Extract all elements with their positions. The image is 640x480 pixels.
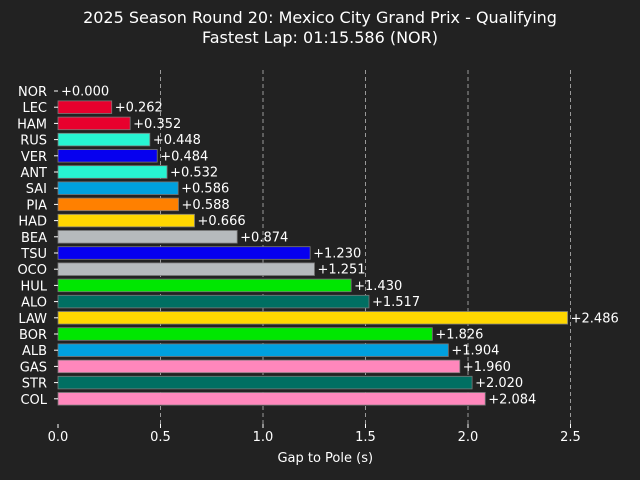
- x-tick-label: 0.0: [48, 430, 69, 445]
- y-tick-label: NOR: [18, 85, 47, 100]
- data-label: +1.904: [451, 344, 499, 359]
- data-label: +0.588: [182, 198, 230, 213]
- y-tick-label: ANT: [20, 166, 47, 181]
- data-label: +2.084: [488, 392, 536, 407]
- y-tick-label: ALO: [21, 296, 47, 311]
- data-label: +2.486: [571, 311, 619, 326]
- y-tick-label: PIA: [26, 198, 47, 213]
- bar-law: [57, 311, 569, 325]
- y-tick-label: HUL: [20, 279, 47, 294]
- data-label: +0.484: [160, 149, 208, 164]
- y-tick-label: OCO: [17, 263, 47, 278]
- data-label: +0.352: [133, 117, 181, 132]
- bar-alo: [57, 294, 370, 309]
- bar-alb: [57, 343, 449, 357]
- data-label: +0.586: [181, 182, 229, 197]
- y-tick-label: LAW: [18, 312, 47, 327]
- y-tick-label: TSU: [20, 247, 47, 262]
- bar-rus: [57, 132, 151, 147]
- bar-ver: [57, 149, 158, 163]
- bar-oco: [57, 262, 315, 276]
- data-label: +1.517: [372, 295, 420, 310]
- x-tick-label: 1.5: [355, 430, 376, 445]
- data-label: +1.960: [463, 360, 511, 375]
- bar-sai: [57, 181, 179, 195]
- x-tick-label: 0.5: [150, 430, 171, 445]
- bar-hul: [57, 278, 352, 293]
- bar-had: [57, 213, 195, 228]
- bar-ant: [57, 165, 168, 179]
- bar-pia: [57, 197, 179, 212]
- x-tick-label: 1.0: [253, 430, 274, 445]
- data-label: +0.666: [198, 214, 246, 229]
- y-tick-label: LEC: [22, 101, 47, 116]
- chart-title-line: 2025 Season Round 20: Mexico City Grand …: [83, 8, 557, 27]
- y-tick-label: ALB: [22, 344, 47, 359]
- bar-col: [57, 392, 486, 406]
- y-tick-label: RUS: [20, 134, 47, 149]
- data-label: +0.874: [240, 230, 288, 245]
- bars: [57, 100, 569, 406]
- data-label: +1.430: [354, 279, 402, 294]
- y-tick-label: BOR: [19, 328, 47, 343]
- y-tick-label: COL: [20, 393, 47, 408]
- y-tick-label: GAS: [20, 360, 47, 375]
- bar-bor: [57, 327, 433, 341]
- bar-lec: [57, 100, 113, 114]
- y-tick-label: STR: [22, 377, 47, 392]
- bar-str: [57, 375, 473, 390]
- y-tick-label: HAD: [18, 215, 47, 230]
- data-label: +2.020: [475, 376, 523, 391]
- data-label: +1.826: [435, 328, 483, 343]
- y-tick-label: HAM: [17, 117, 47, 132]
- chart-subtitle: Fastest Lap: 01:15.586 (NOR): [201, 28, 439, 47]
- bar-gas: [57, 359, 461, 374]
- chart-title: 2025 Season Round 20: Mexico City Grand …: [0, 8, 640, 48]
- y-tick-label: VER: [21, 150, 47, 165]
- y-tick-label: BEA: [21, 231, 47, 246]
- x-tick-label: 2.0: [458, 430, 479, 445]
- data-label: +1.251: [317, 263, 365, 278]
- data-label: +0.532: [170, 166, 218, 181]
- bar-ham: [57, 116, 131, 131]
- bar-bea: [57, 230, 238, 244]
- data-label: +0.448: [153, 133, 201, 148]
- data-label: +1.230: [313, 247, 361, 262]
- data-label: +0.000: [61, 85, 109, 100]
- x-axis-title: Gap to Pole (s): [277, 451, 373, 466]
- data-label: +0.262: [115, 101, 163, 116]
- y-tick-label: SAI: [26, 182, 47, 197]
- data-labels: +0.000+0.262+0.352+0.448+0.484+0.532+0.5…: [61, 85, 619, 408]
- bar-tsu: [57, 246, 311, 260]
- x-tick-label: 2.5: [560, 430, 581, 445]
- x-axis: 0.0 0.5 1.0 1.5 2.0 2.5: [48, 424, 581, 445]
